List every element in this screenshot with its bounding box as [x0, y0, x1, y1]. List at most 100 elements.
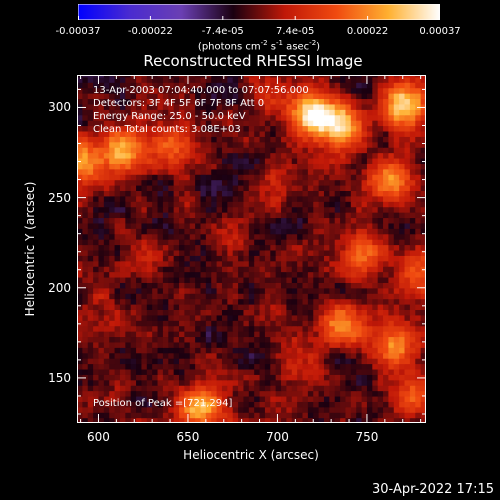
heatmap-cell	[119, 276, 126, 283]
heatmap-cell	[345, 168, 352, 175]
heatmap-cell	[93, 406, 100, 413]
heatmap-cell	[270, 179, 277, 186]
heatmap-cell	[307, 255, 314, 262]
heatmap-cell	[173, 368, 180, 375]
heatmap-cell	[87, 130, 94, 137]
heatmap-cell	[356, 103, 363, 110]
x-tick-label: 700	[265, 430, 289, 444]
heatmap-cell	[404, 152, 411, 159]
heatmap-cell	[157, 293, 164, 300]
heatmap-cell	[211, 390, 218, 397]
heatmap-cell	[141, 368, 148, 375]
heatmap-cell	[313, 352, 320, 359]
heatmap-cell	[168, 174, 175, 181]
heatmap-cell	[340, 76, 347, 83]
heatmap-cell	[152, 201, 159, 208]
heatmap-cell	[383, 206, 390, 213]
heatmap-cell	[286, 157, 293, 164]
heatmap-cell	[152, 255, 159, 262]
x-tick-label: 750	[355, 430, 379, 444]
heatmap-cell	[125, 244, 132, 251]
heatmap-cell	[275, 87, 282, 94]
heatmap-cell	[372, 152, 379, 159]
heatmap-cell	[243, 114, 250, 121]
heatmap-cell	[334, 190, 341, 197]
heatmap-cell	[82, 103, 89, 110]
heatmap-cell	[264, 325, 271, 332]
heatmap-cell	[179, 141, 185, 148]
heatmap-cell	[275, 206, 282, 213]
heatmap-cell	[93, 201, 100, 208]
heatmap-cell	[383, 266, 390, 273]
heatmap-cell	[366, 147, 373, 154]
heatmap-cell	[350, 282, 357, 289]
heatmap-cell	[93, 136, 100, 143]
heatmap-cell	[168, 136, 175, 143]
heatmap-cell	[184, 417, 191, 423]
heatmap-cell	[248, 233, 255, 240]
heatmap-cell	[377, 228, 384, 235]
heatmap-cell	[205, 168, 212, 175]
heatmap-cell	[329, 217, 336, 224]
heatmap-cell	[372, 130, 379, 137]
heatmap-cell	[103, 390, 110, 397]
heatmap-cell	[281, 276, 287, 283]
heatmap-cell	[270, 336, 277, 343]
heatmap-cell	[404, 352, 411, 359]
heatmap-cell	[243, 152, 250, 159]
heatmap-cell	[200, 109, 207, 116]
heatmap-cell	[313, 76, 320, 83]
heatmap-cell	[275, 314, 282, 321]
heatmap-cell	[275, 141, 282, 148]
heatmap-cell	[275, 98, 282, 105]
heatmap-cell	[345, 201, 352, 208]
heatmap-cell	[146, 190, 153, 197]
heatmap-cell	[238, 417, 245, 423]
heatmap-cell	[162, 179, 169, 186]
heatmap-cell	[200, 147, 207, 154]
heatmap-cell	[125, 260, 132, 267]
heatmap-cell	[388, 320, 395, 327]
heatmap-cell	[415, 379, 422, 386]
heatmap-cell	[409, 244, 416, 251]
heatmap-cell	[184, 368, 191, 375]
heatmap-cell	[98, 266, 105, 273]
heatmap-cell	[195, 87, 202, 94]
heatmap-cell	[109, 174, 116, 181]
heatmap-cell	[221, 179, 228, 186]
heatmap-cell	[313, 314, 320, 321]
heatmap-cell	[195, 157, 202, 164]
heatmap-cell	[179, 368, 185, 375]
heatmap-cell	[216, 109, 223, 116]
heatmap-cell	[109, 120, 116, 127]
heatmap-cell	[162, 195, 169, 202]
heatmap-cell	[125, 233, 132, 240]
heatmap-cell	[130, 109, 137, 116]
heatmap-cell	[307, 260, 314, 267]
heatmap-cell	[399, 136, 406, 143]
heatmap-cell	[125, 130, 132, 137]
heatmap-cell	[350, 152, 357, 159]
heatmap-cell	[281, 385, 287, 392]
heatmap-cell	[157, 406, 164, 413]
heatmap-cell	[77, 163, 83, 170]
heatmap-cell	[195, 82, 202, 89]
heatmap-cell	[162, 120, 169, 127]
heatmap-cell	[205, 282, 212, 289]
heatmap-cell	[216, 206, 223, 213]
heatmap-cell	[211, 76, 218, 83]
heatmap-cell	[211, 347, 218, 354]
heatmap-cell	[221, 282, 228, 289]
heatmap-cell	[119, 184, 126, 191]
heatmap-cell	[302, 114, 309, 121]
heatmap-cell	[221, 363, 228, 370]
heatmap-cell	[286, 255, 293, 262]
heatmap-cell	[420, 255, 426, 262]
heatmap-cell	[119, 347, 126, 354]
heatmap-cell	[409, 222, 416, 229]
heatmap-cell	[232, 336, 239, 343]
heatmap-cell	[399, 228, 406, 235]
heatmap-cell	[254, 233, 261, 240]
heatmap-cell	[318, 125, 325, 132]
heatmap-cell	[275, 363, 282, 370]
